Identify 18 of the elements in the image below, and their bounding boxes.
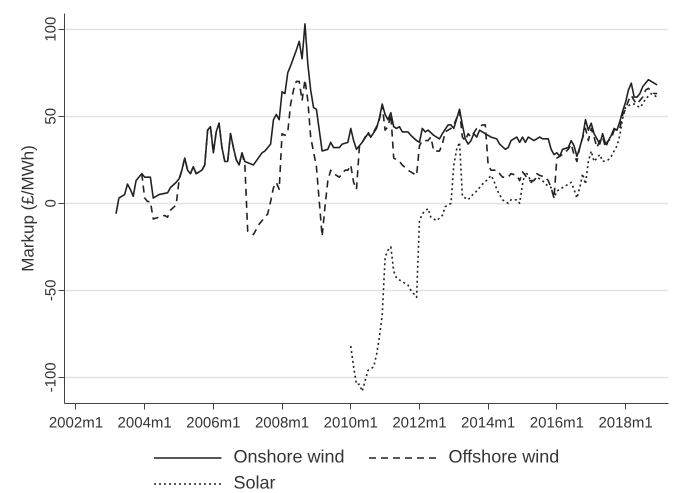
x-tick-label: 2006m1 xyxy=(186,414,240,432)
x-tick-label: 2018m1 xyxy=(598,414,653,432)
x-tick-label: 2004m1 xyxy=(118,414,172,432)
y-tick-label: 100 xyxy=(42,16,60,42)
x-tick-label: 2010m1 xyxy=(324,414,378,432)
x-tick-label: 2002m1 xyxy=(48,414,104,432)
x-tick-label: 2008m1 xyxy=(254,414,310,432)
y-tick-label: 50 xyxy=(42,108,60,125)
y-tick-label: 0 xyxy=(42,199,60,208)
y-tick-label: -100 xyxy=(42,362,60,392)
x-tick-label: 2016m1 xyxy=(530,414,584,432)
legend-label: Onshore wind xyxy=(234,447,346,468)
y-axis-title: Markup (£/MWh) xyxy=(18,145,38,272)
x-tick-label: 2012m1 xyxy=(392,414,447,432)
y-tick-label: -50 xyxy=(42,279,60,302)
legend-label: Solar xyxy=(234,472,277,493)
x-tick-label: 2014m1 xyxy=(461,414,516,432)
legend-label: Offshore wind xyxy=(448,447,560,468)
